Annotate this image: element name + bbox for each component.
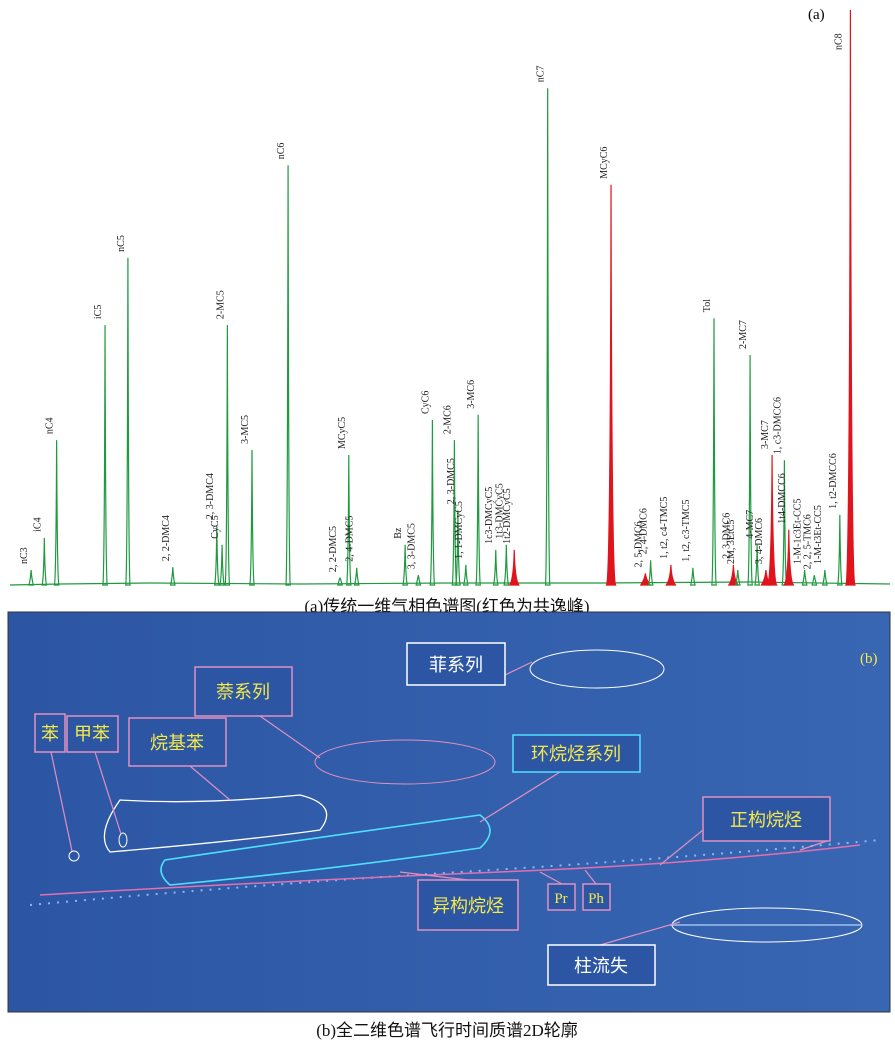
peak — [220, 545, 224, 585]
peak-label: 1t2-DMCyC5 — [502, 488, 513, 544]
peak — [545, 88, 549, 585]
peak — [494, 550, 498, 585]
annotation: 萘系列 — [216, 682, 270, 703]
annotation: 苯 — [41, 724, 59, 745]
peak-label: 1c3-DMCyC5 — [484, 487, 495, 544]
peak-label: iC4 — [32, 517, 43, 531]
peak — [42, 538, 46, 585]
peak-label: nC5 — [116, 235, 127, 252]
peak — [355, 568, 359, 585]
panel-label: (b) — [860, 651, 878, 667]
peak — [607, 185, 616, 585]
peak — [510, 550, 519, 585]
peak-label: Tol — [702, 299, 713, 312]
annotation: Pr — [554, 891, 567, 907]
annotation: 菲系列 — [429, 655, 483, 676]
peak-label: 3, 3-DMC5 — [406, 523, 417, 569]
peak — [476, 415, 480, 585]
peak-label: 2-MC5 — [215, 290, 226, 319]
peak-label: 1, 1-DMCyC5 — [454, 501, 465, 559]
peak-label: CyC6 — [420, 391, 431, 414]
peak-label: 2-MC6 — [442, 405, 453, 434]
peak — [225, 325, 229, 585]
peak-label: 2, 2-DMC5 — [328, 526, 339, 572]
peak-label: nC4 — [45, 417, 56, 434]
peak-label: 3-MC6 — [466, 380, 477, 409]
peak — [748, 355, 752, 585]
peak-label: nC3 — [19, 547, 30, 564]
peak — [504, 545, 508, 585]
peak-label: 2, 4-DMC6 — [639, 508, 650, 554]
peak — [838, 515, 842, 585]
peak-label: 1, t2-DMCC6 — [828, 453, 839, 509]
peak-label: 3-MC7 — [760, 420, 771, 449]
peak-label: 2, 3-DMC4 — [205, 473, 216, 519]
peak-label: Bz — [393, 527, 404, 539]
panel-label: (a) — [808, 7, 825, 23]
peak-label: MCyC5 — [337, 417, 348, 449]
peak — [250, 450, 254, 585]
annotation: 甲苯 — [74, 724, 110, 745]
peak-label: 1-M-t3Et-CC5 — [813, 505, 824, 564]
peak-label: MCyC6 — [599, 147, 610, 179]
peak — [54, 440, 58, 585]
peak-label: CyC5 — [210, 515, 221, 538]
peak — [464, 565, 468, 585]
peak-label: 2, 2-DMC4 — [161, 515, 172, 561]
peak — [666, 565, 675, 585]
peak-label: 1, t2, c3-TMC5 — [681, 500, 692, 562]
peak — [29, 570, 33, 585]
peak-label: 1t4-DMCC6 — [777, 473, 788, 524]
peak — [103, 325, 107, 585]
peak-label: 3-MC5 — [240, 415, 251, 444]
annotation: 正构烷烃 — [730, 810, 802, 831]
peak-label: nC7 — [536, 66, 547, 83]
peak — [126, 258, 130, 585]
peak-label: 2, 2, 5-TMC6 — [802, 514, 813, 569]
peak-label: 3, 4-DMC6 — [754, 518, 765, 564]
annotation: 烷基苯 — [150, 733, 204, 754]
peak-label: 2, 3-DMC5 — [446, 458, 457, 504]
peak — [768, 455, 777, 585]
caption: (b)全二维色谱飞行时间质谱2D轮廓 — [316, 1021, 578, 1040]
annotation: 环烷烃系列 — [531, 744, 621, 765]
peak-label: nC8 — [833, 33, 844, 50]
peak — [812, 575, 816, 585]
peak — [712, 318, 716, 585]
peak-label: 2, 4-DMC5 — [345, 516, 356, 562]
peak-label: 2-MC7 — [738, 320, 749, 349]
peak — [430, 420, 434, 585]
peak — [648, 560, 652, 585]
peak-label: 2M, 3EtC5 — [726, 520, 737, 564]
panel-b: (b) 菲系列 萘系列 烷基苯 苯 甲苯 环烷烃系列 正构烷烃 异构烷烃 Pr … — [8, 612, 890, 1012]
annotation: 柱流失 — [574, 956, 628, 977]
peak-label: iC5 — [93, 305, 104, 319]
peak-label: 1, t2, c4-TMC5 — [659, 497, 670, 559]
peak — [736, 570, 740, 585]
figure: (a) (a)传统一维气相色谱图(红色为共逸峰) — [0, 0, 895, 1047]
peak — [171, 567, 175, 585]
peak-label: 1, c3-DMCC6 — [772, 397, 783, 454]
peak — [286, 165, 290, 585]
peak-label: nC6 — [276, 143, 287, 160]
annotation: Ph — [588, 891, 604, 907]
annotation: 异构烷烃 — [432, 896, 504, 917]
peak — [846, 10, 855, 585]
